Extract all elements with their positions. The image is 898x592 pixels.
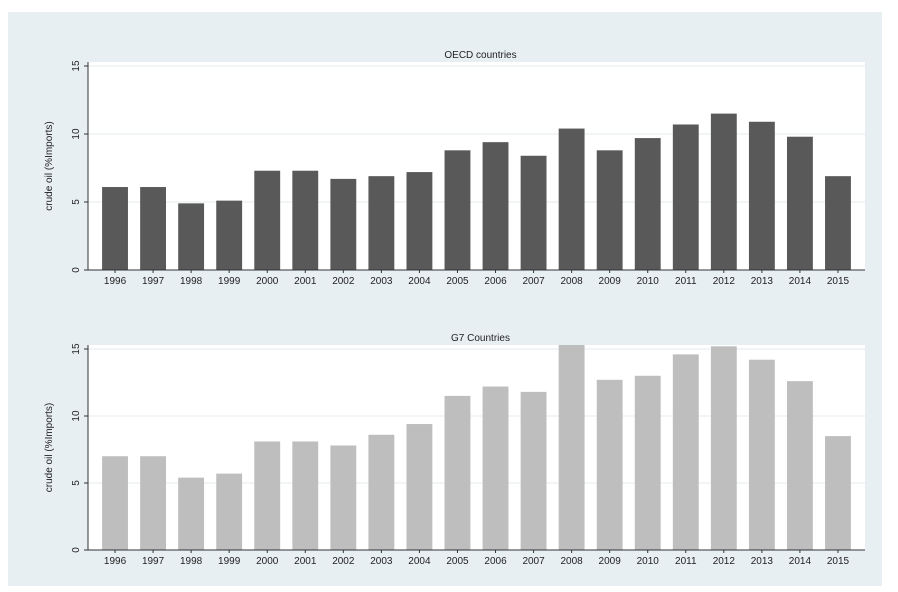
x-tick-label: 1997 [142, 276, 165, 287]
x-tick-label: 2002 [332, 276, 355, 287]
bar [216, 473, 243, 550]
bar [444, 150, 471, 270]
y-tick-label: 15 [71, 60, 82, 72]
bar [102, 187, 128, 270]
x-tick-label: 2010 [637, 556, 660, 567]
bar [825, 436, 851, 550]
x-tick-label: 2014 [789, 556, 812, 567]
bar [406, 172, 433, 270]
x-tick-label: 2007 [522, 276, 545, 287]
x-tick-label: 2013 [751, 556, 774, 567]
x-tick-label: 2014 [789, 276, 812, 287]
bar [748, 121, 775, 270]
y-tick-label: 5 [71, 199, 82, 205]
x-tick-label: 1998 [180, 556, 203, 567]
bar [596, 150, 623, 270]
y-tick-label: 0 [71, 547, 82, 553]
chart-panel-2: 1996 1997 1998 1999 2000 2001 2002 2003 2004 2005… [44, 333, 865, 567]
x-tick-label: 2008 [561, 556, 584, 567]
bar [634, 138, 661, 270]
y-tick-label: 15 [71, 343, 82, 355]
x-tick-label: 2004 [408, 276, 431, 287]
bar [178, 203, 205, 270]
bar [558, 344, 585, 550]
x-tick-label: 1997 [142, 556, 165, 567]
x-tick-label: 2008 [561, 276, 584, 287]
y-tick-label: 5 [71, 480, 82, 486]
x-tick-label: 2001 [294, 556, 317, 567]
x-tick-label: 2000 [256, 276, 279, 287]
bar [406, 424, 433, 550]
x-tick-label: 2013 [751, 276, 774, 287]
x-tick-label: 2012 [713, 276, 736, 287]
chart-figure: 1996 1997 1998 1999 2000 2001 2002 2003 2004 2005… [44, 50, 865, 567]
figure: 1996 1997 1998 1999 2000 2001 2002 2003 2004 2005… [8, 12, 882, 586]
bar [482, 386, 509, 550]
bar [748, 359, 775, 550]
x-tick-label: 2005 [446, 276, 469, 287]
x-tick-label: 2005 [446, 556, 469, 567]
x-tick-label: 2009 [599, 276, 622, 287]
bar [178, 477, 205, 550]
bar [330, 178, 357, 270]
x-tick-label: 2010 [637, 276, 660, 287]
chart-panel-1: 1996 1997 1998 1999 2000 2001 2002 2003 2004 2005… [44, 50, 865, 287]
bar [102, 456, 128, 550]
bar [216, 200, 243, 270]
x-tick-label: 2009 [599, 556, 622, 567]
bar [672, 354, 699, 550]
bar [786, 381, 813, 550]
bar [444, 395, 471, 550]
bar [292, 441, 319, 550]
x-tick-label: 1999 [218, 276, 241, 287]
y-tick-label: 10 [71, 128, 82, 140]
bar [596, 379, 623, 550]
x-tick-label: 2011 [675, 276, 697, 287]
y-tick-label: 10 [71, 410, 82, 422]
bar [710, 113, 737, 270]
x-tick-label: 2006 [484, 556, 507, 567]
bar [292, 170, 319, 270]
y-axis-label: crude oil (%Imports) [44, 403, 55, 492]
bar [558, 128, 585, 270]
y-tick-label: 0 [71, 267, 82, 273]
x-tick-label: 2003 [370, 556, 393, 567]
bar [368, 434, 395, 550]
x-tick-label: 2002 [332, 556, 355, 567]
chart-title: OECD countries [444, 50, 516, 61]
bar [254, 170, 281, 270]
bar [710, 346, 737, 550]
bar [825, 176, 851, 270]
x-tick-label: 2004 [408, 556, 431, 567]
plot-area [88, 62, 865, 270]
chart-title: G7 Countries [451, 333, 510, 344]
x-tick-label: 2003 [370, 276, 393, 287]
x-tick-label: 2006 [484, 276, 507, 287]
x-tick-label: 1998 [180, 276, 203, 287]
x-tick-label: 2000 [256, 556, 279, 567]
x-tick-label: 2012 [713, 556, 736, 567]
bar [330, 445, 357, 550]
x-tick-label: 2001 [294, 276, 317, 287]
y-axis-label: crude oil (%Imports) [44, 121, 55, 210]
bar [672, 124, 699, 270]
bar [482, 142, 509, 270]
bar [520, 155, 547, 270]
bar [254, 441, 281, 550]
bar [786, 136, 813, 270]
plot-area [88, 345, 865, 550]
bar [140, 456, 167, 550]
x-tick-label: 2007 [522, 556, 545, 567]
x-tick-label: 2011 [675, 556, 697, 567]
x-tick-label: 1996 [104, 556, 127, 567]
x-tick-label: 1996 [104, 276, 127, 287]
x-tick-label: 2015 [827, 556, 850, 567]
x-tick-label: 1999 [218, 556, 241, 567]
bar [520, 391, 547, 550]
bar [140, 187, 167, 270]
bar [634, 375, 661, 550]
bar [368, 176, 395, 270]
x-tick-label: 2015 [827, 276, 850, 287]
